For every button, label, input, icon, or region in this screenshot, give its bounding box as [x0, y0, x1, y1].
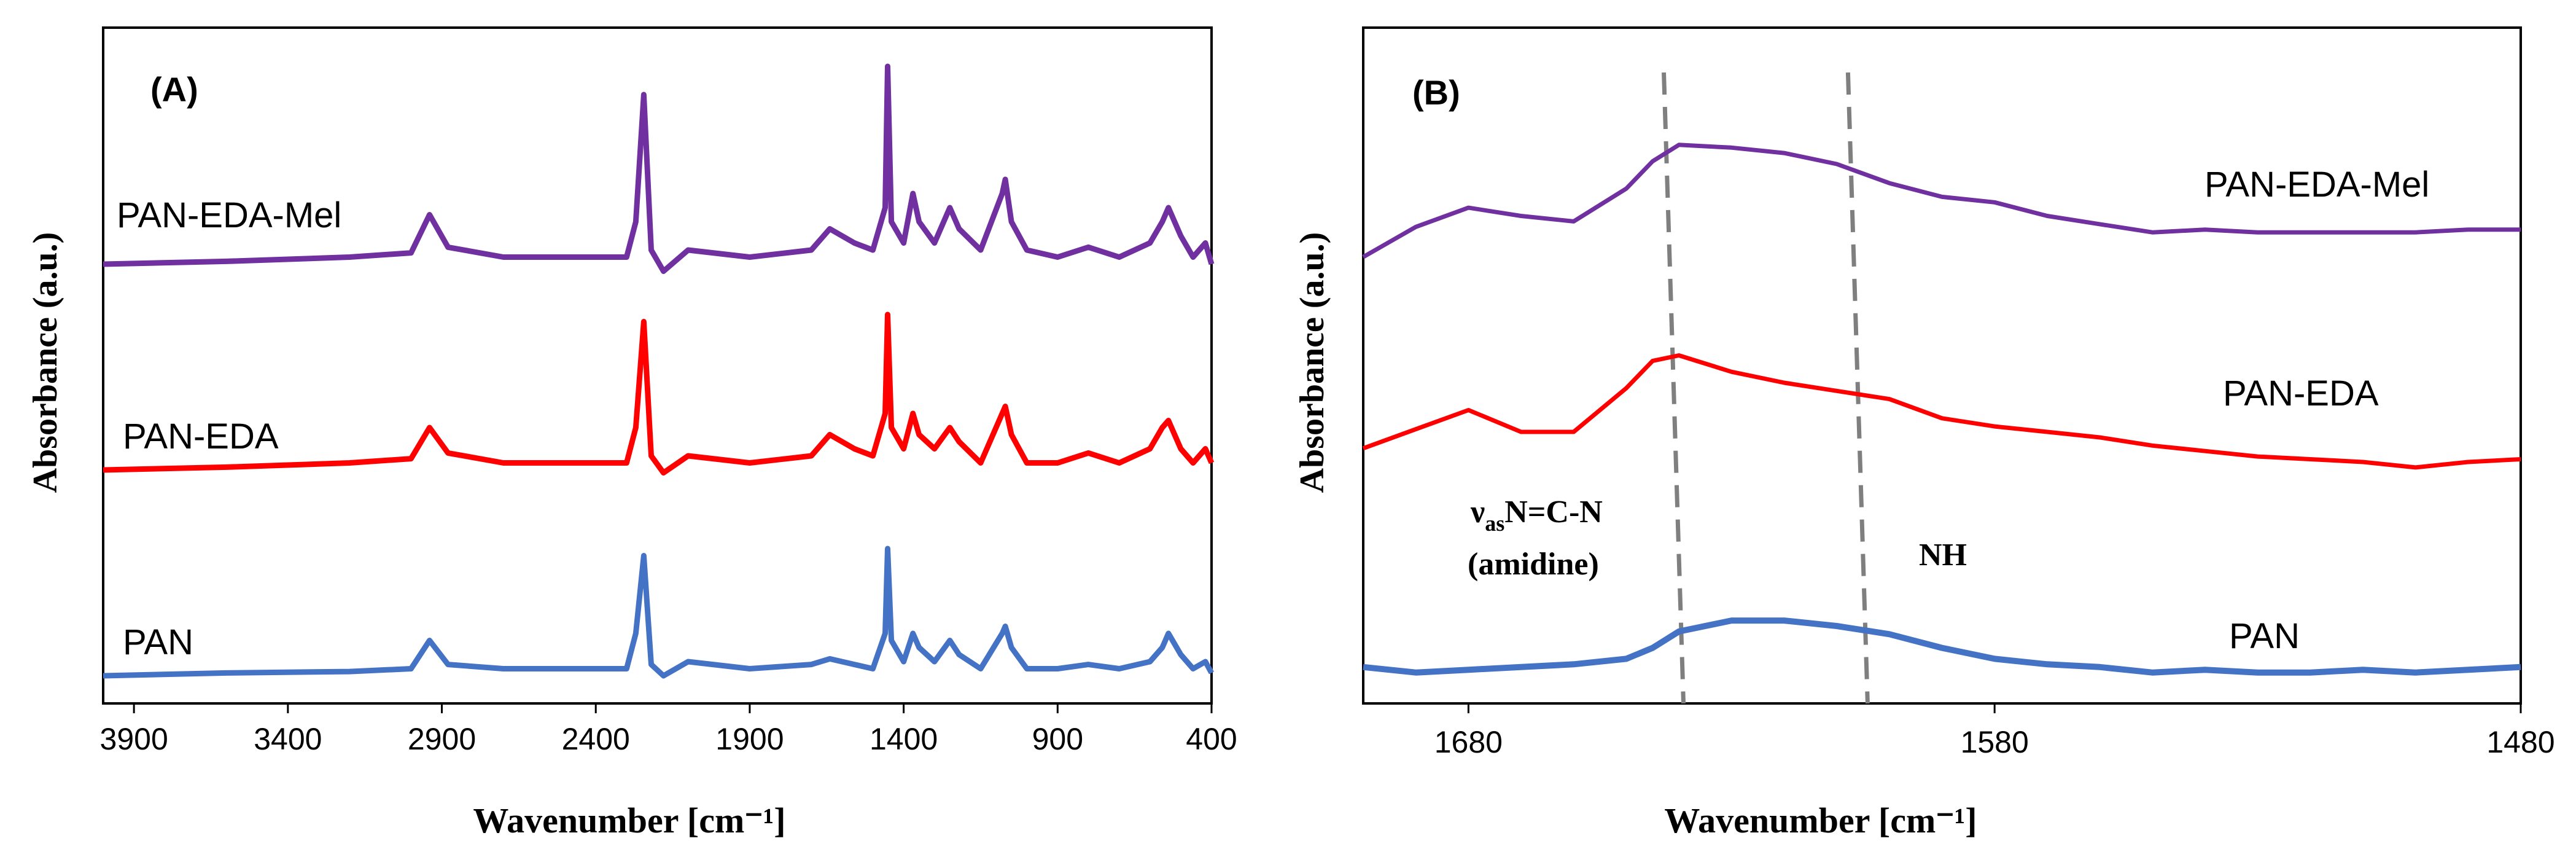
panel-a-x-tick-label: 3400	[254, 722, 322, 756]
panel-a-plot-frame	[102, 26, 1213, 705]
panel-a-x-tick-label: 2400	[562, 722, 630, 756]
panel-a-x-tick-label: 400	[1186, 722, 1237, 756]
panel-a: 3900 3400 2900 2400 1900 1400 900 400 (A) PAN-E…	[26, 26, 1237, 840]
panel-a-series-label-pan-eda-mel: PAN-EDA-Mel	[117, 195, 341, 235]
panel-b-reference-lines	[1662, 72, 1870, 704]
panel-a-label: (A)	[150, 70, 198, 109]
panel-b-plot-frame	[1362, 26, 2522, 705]
annotation-amidine: (amidine)	[1468, 547, 1599, 582]
panel-b-series-pan	[1363, 617, 2521, 676]
panel-b-series-pan-eda	[1362, 353, 2521, 470]
panel-b-series-label-pan: PAN	[2229, 616, 2300, 656]
panel-a-x-tick-label: 1900	[715, 722, 784, 756]
panel-a-x-tick-label: 2900	[408, 722, 476, 756]
panel-b-x-tick-label: 1480	[2486, 725, 2555, 759]
panel-b-dashed-reference-line	[1662, 72, 1686, 704]
panel-b-x-tick-label: 1680	[1434, 725, 1503, 759]
panel-b-ticks: 1680 1580 1480	[1434, 703, 2555, 759]
annotation-nu: ν	[1470, 495, 1485, 530]
panel-a-ticks: 3900 3400 2900 2400 1900 1400 900 400	[100, 703, 1237, 756]
panel-a-series-pan-eda-mel	[103, 63, 1215, 274]
panel-b-y-axis-title: Absorbance (a.u.)	[1293, 232, 1331, 493]
panel-b-series-label-pan-eda-mel: PAN-EDA-Mel	[2204, 165, 2429, 205]
panel-a-series-pan-eda	[103, 311, 1215, 476]
annotation-nu-subscript: as	[1485, 511, 1504, 536]
panel-a-x-axis-title: Wavenumber [cm⁻¹]	[473, 800, 785, 840]
panel-b: 1680 1580 1480 (B) PAN-EDA-Mel PAN-EDA PAN…	[1293, 26, 2555, 840]
panel-b-series-pan-eda-mel	[1362, 143, 2521, 259]
annotation-amidine-stretch: νasN=C-N	[1470, 495, 1603, 536]
panel-b-x-tick-label: 1580	[1961, 725, 2029, 759]
annotation-bond: N=C-N	[1504, 495, 1603, 530]
annotation-nh: NH	[1919, 538, 1967, 573]
panel-a-y-axis-title: Absorbance (a.u.)	[26, 232, 64, 493]
panel-b-dashed-reference-line	[1845, 72, 1870, 704]
panel-a-series-label-pan-eda: PAN-EDA	[123, 417, 279, 456]
panel-a-series-label-pan: PAN	[123, 622, 193, 662]
panel-b-label: (B)	[1412, 73, 1460, 112]
panel-a-series-group	[103, 63, 1215, 679]
panel-a-x-tick-label: 1400	[870, 722, 938, 756]
panel-a-x-tick-label: 3900	[100, 722, 168, 756]
panel-a-x-tick-label: 900	[1032, 722, 1083, 756]
panel-b-x-axis-title: Wavenumber [cm⁻¹]	[1664, 800, 1977, 840]
panel-b-series-label-pan-eda: PAN-EDA	[2223, 374, 2379, 413]
panel-b-series-group	[1362, 143, 2521, 676]
panel-a-series-pan	[103, 546, 1214, 679]
